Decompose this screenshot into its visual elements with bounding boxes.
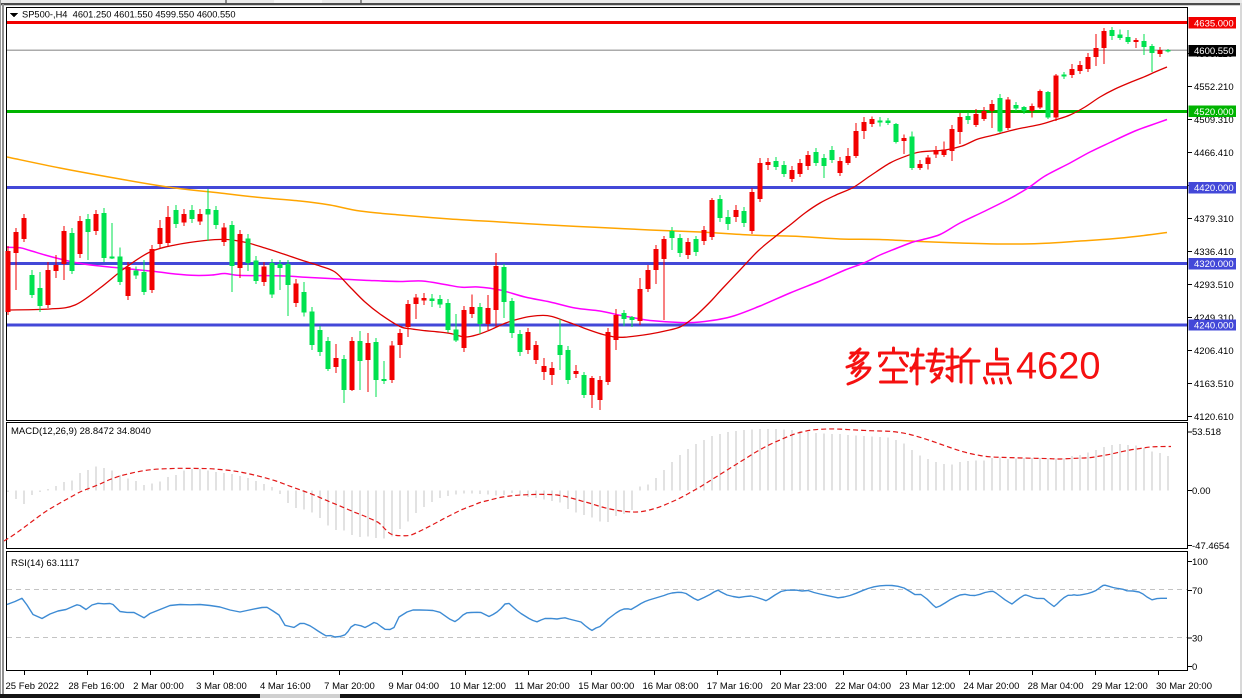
svg-text:4293.510: 4293.510 <box>1194 280 1234 291</box>
svg-text:-47.4654: -47.4654 <box>1192 541 1230 552</box>
svg-text:100: 100 <box>1192 557 1208 568</box>
svg-text:29 Mar 12:00: 29 Mar 12:00 <box>1092 681 1148 692</box>
svg-text:11 Mar 20:00: 11 Mar 20:00 <box>514 681 569 692</box>
svg-text:4600.550: 4600.550 <box>1194 46 1234 57</box>
svg-text:30: 30 <box>1192 634 1203 645</box>
svg-text:4520.000: 4520.000 <box>1194 107 1234 118</box>
svg-text:10 Mar 12:00: 10 Mar 12:00 <box>450 681 506 692</box>
svg-text:70: 70 <box>1192 586 1203 597</box>
svg-text:4249.310: 4249.310 <box>1194 313 1234 324</box>
svg-text:3 Mar 08:00: 3 Mar 08:00 <box>196 681 247 692</box>
svg-text:4379.310: 4379.310 <box>1194 214 1234 225</box>
svg-text:25 Feb 2022: 25 Feb 2022 <box>6 681 59 692</box>
svg-text:24 Mar 20:00: 24 Mar 20:00 <box>963 681 1019 692</box>
svg-text:28 Mar 04:00: 28 Mar 04:00 <box>1028 681 1084 692</box>
svg-text:53.518: 53.518 <box>1192 427 1221 438</box>
svg-text:16 Mar 08:00: 16 Mar 08:00 <box>643 681 699 692</box>
svg-text:0: 0 <box>1192 662 1197 673</box>
svg-text:4120.610: 4120.610 <box>1194 412 1234 423</box>
svg-text:22 Mar 04:00: 22 Mar 04:00 <box>835 681 891 692</box>
svg-text:RSI(14) 63.1117: RSI(14) 63.1117 <box>11 558 79 569</box>
svg-text:15 Mar 00:00: 15 Mar 00:00 <box>578 681 634 692</box>
svg-text:0.00: 0.00 <box>1192 486 1211 497</box>
svg-text:20 Mar 23:00: 20 Mar 23:00 <box>771 681 827 692</box>
svg-text:4620: 4620 <box>1016 346 1101 388</box>
svg-text:4206.410: 4206.410 <box>1194 346 1234 357</box>
svg-text:MACD(12,26,9) 28.8472 34.8040: MACD(12,26,9) 28.8472 34.8040 <box>11 426 151 437</box>
svg-text:17 Mar 16:00: 17 Mar 16:00 <box>707 681 763 692</box>
svg-text:28 Feb 16:00: 28 Feb 16:00 <box>68 681 124 692</box>
svg-text:9 Mar 04:00: 9 Mar 04:00 <box>388 681 439 692</box>
svg-text:4336.410: 4336.410 <box>1194 247 1234 258</box>
svg-text:4552.210: 4552.210 <box>1194 82 1234 93</box>
svg-text:4466.410: 4466.410 <box>1194 148 1234 159</box>
svg-text:4420.000: 4420.000 <box>1194 183 1234 194</box>
svg-text:2 Mar 00:00: 2 Mar 00:00 <box>133 681 184 692</box>
svg-text:4 Mar 16:00: 4 Mar 16:00 <box>260 681 311 692</box>
svg-text:23 Mar 12:00: 23 Mar 12:00 <box>899 681 955 692</box>
svg-text:4635.000: 4635.000 <box>1194 18 1234 29</box>
svg-text:4163.510: 4163.510 <box>1194 379 1234 390</box>
svg-text:SP500-,H4 4601.250 4601.550 4: SP500-,H4 4601.250 4601.550 4599.550 460… <box>22 10 236 20</box>
svg-text:4509.310: 4509.310 <box>1194 115 1234 126</box>
svg-text:7 Mar 20:00: 7 Mar 20:00 <box>324 681 375 692</box>
svg-text:30 Mar 20:00: 30 Mar 20:00 <box>1156 681 1212 692</box>
svg-text:4240.000: 4240.000 <box>1194 321 1234 332</box>
svg-text:4320.000: 4320.000 <box>1194 259 1234 270</box>
